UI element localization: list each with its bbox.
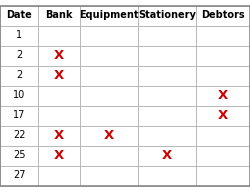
Bar bbox=[38, 146, 80, 165]
Bar bbox=[196, 86, 250, 105]
Bar bbox=[138, 6, 196, 26]
Bar bbox=[0, 6, 38, 26]
Bar bbox=[196, 146, 250, 165]
Text: X: X bbox=[218, 109, 228, 122]
Bar bbox=[196, 45, 250, 66]
Bar bbox=[196, 165, 250, 185]
Bar bbox=[0, 146, 38, 165]
Bar bbox=[138, 86, 196, 105]
Bar bbox=[196, 26, 250, 45]
Bar bbox=[138, 105, 196, 125]
Text: Bank: Bank bbox=[45, 11, 73, 20]
Text: Date: Date bbox=[6, 11, 32, 20]
Bar bbox=[80, 26, 138, 45]
Text: 27: 27 bbox=[13, 171, 25, 180]
Bar bbox=[196, 66, 250, 86]
Bar bbox=[138, 45, 196, 66]
Bar bbox=[38, 125, 80, 146]
Text: X: X bbox=[162, 149, 172, 162]
Bar bbox=[138, 165, 196, 185]
Text: 17: 17 bbox=[13, 111, 25, 121]
Bar bbox=[0, 66, 38, 86]
Bar bbox=[80, 6, 138, 26]
Bar bbox=[138, 125, 196, 146]
Bar bbox=[80, 66, 138, 86]
Text: 10: 10 bbox=[13, 91, 25, 100]
Text: Debtors: Debtors bbox=[201, 11, 245, 20]
Bar bbox=[138, 66, 196, 86]
Bar bbox=[38, 66, 80, 86]
Text: 2: 2 bbox=[16, 50, 22, 61]
Text: Equipment: Equipment bbox=[79, 11, 139, 20]
Text: X: X bbox=[54, 149, 64, 162]
Bar bbox=[0, 165, 38, 185]
Bar bbox=[38, 105, 80, 125]
Bar bbox=[0, 86, 38, 105]
Bar bbox=[38, 165, 80, 185]
Bar bbox=[0, 45, 38, 66]
Bar bbox=[0, 26, 38, 45]
Bar bbox=[138, 146, 196, 165]
Text: X: X bbox=[54, 129, 64, 142]
Bar bbox=[196, 125, 250, 146]
Bar bbox=[80, 86, 138, 105]
Bar bbox=[80, 105, 138, 125]
Bar bbox=[0, 105, 38, 125]
Bar bbox=[0, 125, 38, 146]
Text: 22: 22 bbox=[13, 130, 25, 141]
Bar bbox=[80, 125, 138, 146]
Text: 1: 1 bbox=[16, 31, 22, 40]
Text: X: X bbox=[54, 49, 64, 62]
Bar bbox=[196, 6, 250, 26]
Text: 2: 2 bbox=[16, 70, 22, 80]
Text: X: X bbox=[218, 89, 228, 102]
Bar bbox=[138, 26, 196, 45]
Bar bbox=[196, 105, 250, 125]
Bar bbox=[38, 6, 80, 26]
Text: X: X bbox=[54, 69, 64, 82]
Bar bbox=[38, 45, 80, 66]
Bar bbox=[38, 26, 80, 45]
Text: Stationery: Stationery bbox=[138, 11, 196, 20]
Bar bbox=[80, 146, 138, 165]
Bar bbox=[38, 86, 80, 105]
Text: 25: 25 bbox=[13, 151, 25, 160]
Bar bbox=[80, 165, 138, 185]
Text: X: X bbox=[104, 129, 114, 142]
Bar bbox=[80, 45, 138, 66]
